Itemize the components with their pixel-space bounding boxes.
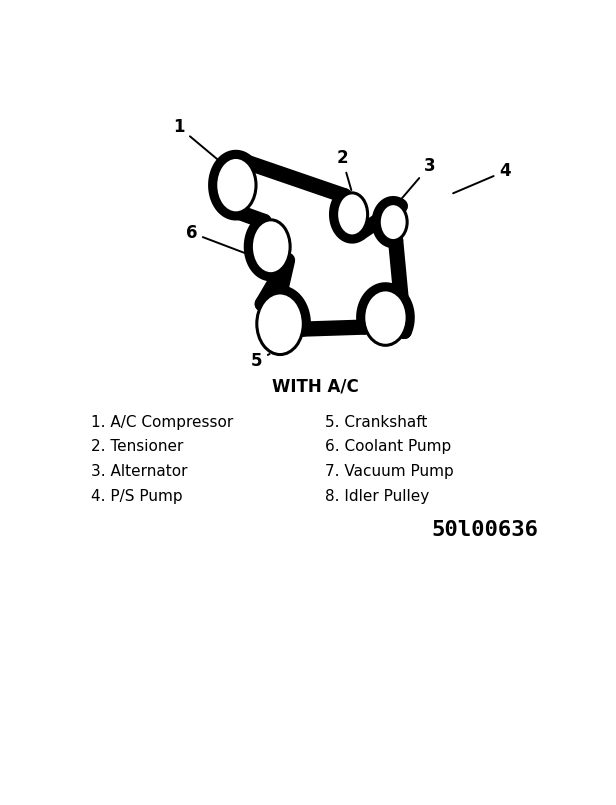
Text: 3. Alternator: 3. Alternator [91,464,187,479]
Text: 1: 1 [174,118,221,162]
Ellipse shape [257,293,303,354]
Text: 4. P/S Pump: 4. P/S Pump [91,489,182,504]
Text: 4: 4 [453,163,511,193]
Text: 3: 3 [399,157,436,202]
Text: 2: 2 [336,149,351,190]
Ellipse shape [336,193,368,236]
Text: 5: 5 [251,352,270,369]
Text: 2. Tensioner: 2. Tensioner [91,440,184,455]
Text: 8. Idler Pulley: 8. Idler Pulley [325,489,429,504]
Ellipse shape [364,290,407,345]
Text: 1. A/C Compressor: 1. A/C Compressor [91,415,233,430]
Text: 6: 6 [186,224,250,255]
Text: 50l00636: 50l00636 [431,520,538,540]
Text: 6. Coolant Pump: 6. Coolant Pump [325,440,452,455]
Ellipse shape [216,158,256,213]
Ellipse shape [379,204,407,241]
Text: 7. Vacuum Pump: 7. Vacuum Pump [325,464,454,479]
Text: WITH A/C: WITH A/C [272,378,359,396]
Ellipse shape [251,220,290,274]
Text: 5. Crankshaft: 5. Crankshaft [325,415,428,430]
